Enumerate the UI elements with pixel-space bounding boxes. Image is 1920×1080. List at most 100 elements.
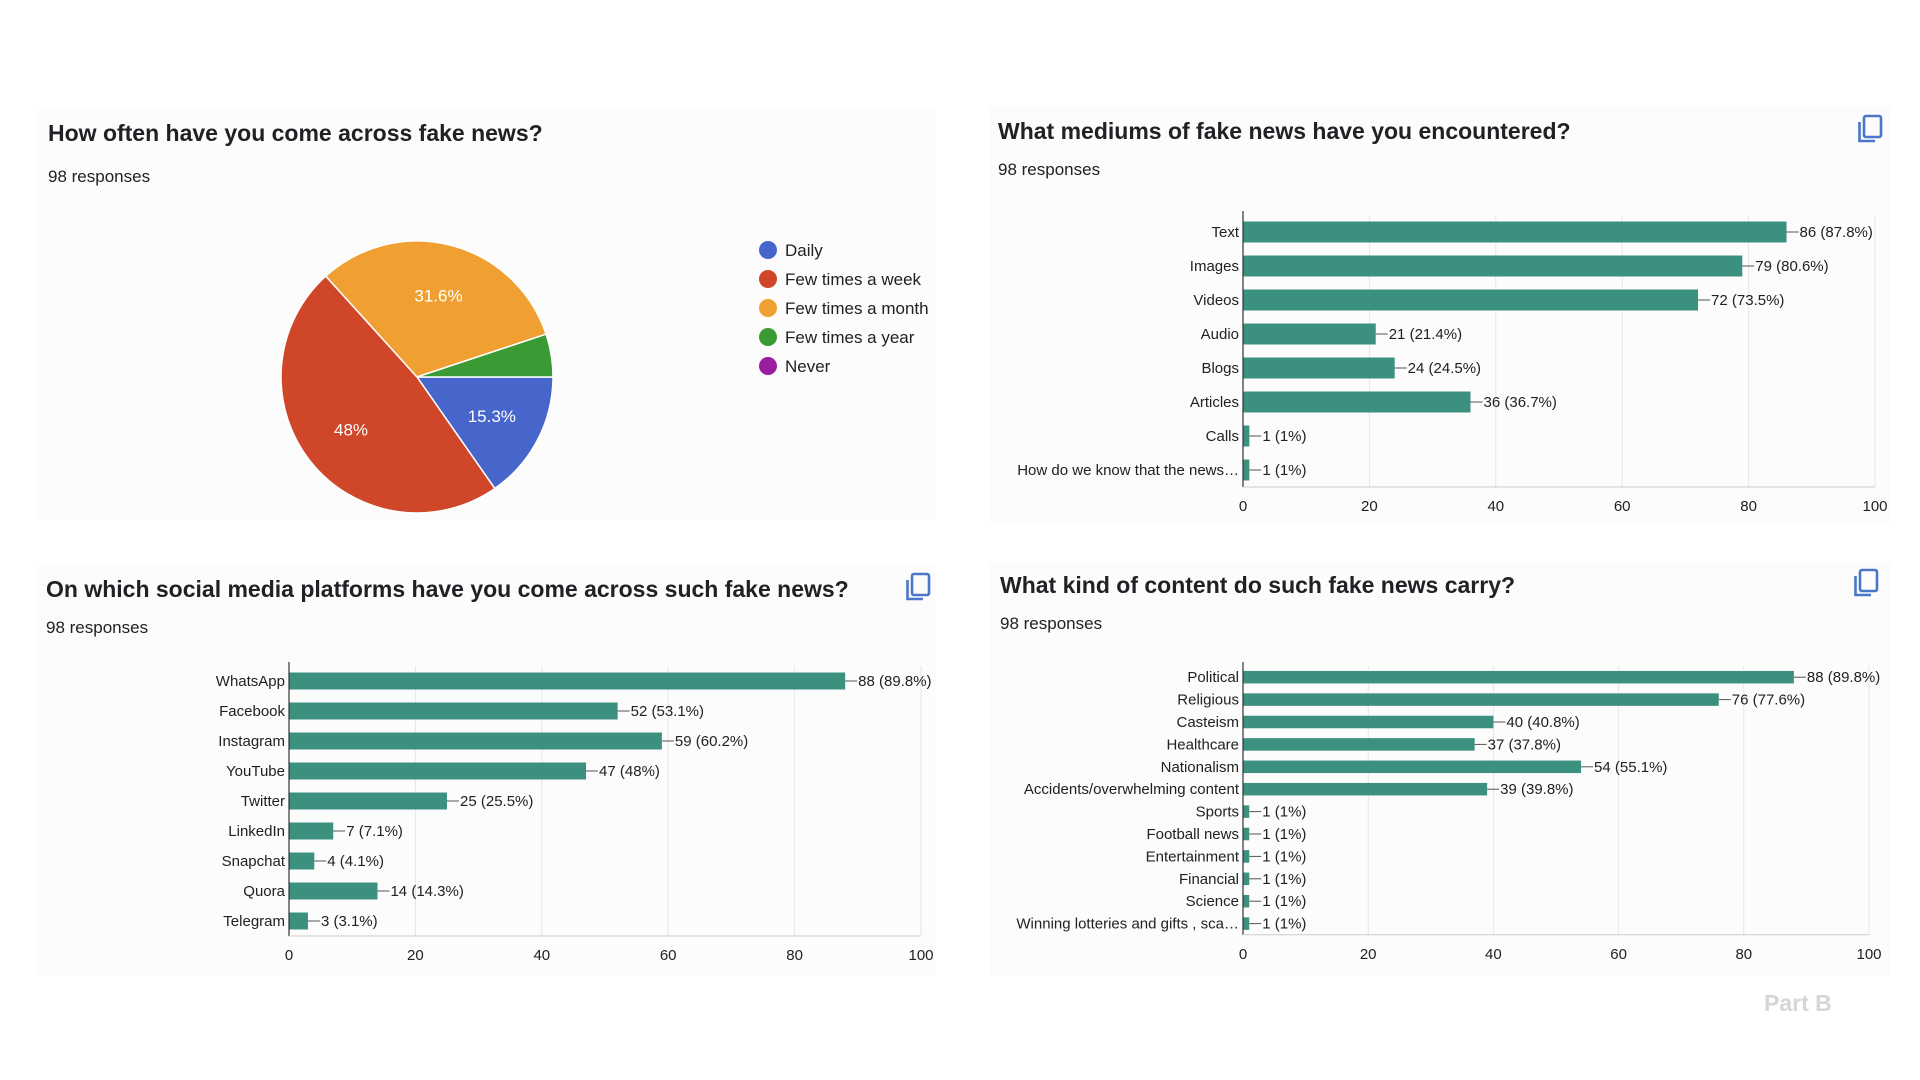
bar xyxy=(1243,827,1250,841)
legend-swatch xyxy=(759,299,777,317)
x-tick-label: 0 xyxy=(1239,498,1247,515)
data-label: 1 (1%) xyxy=(1262,871,1306,888)
category-label: Entertainment xyxy=(1146,848,1240,865)
legend-swatch xyxy=(759,270,777,288)
category-label: Videos xyxy=(1193,292,1239,309)
bar xyxy=(1243,917,1250,930)
legend-swatch xyxy=(759,328,777,346)
x-tick-label: 40 xyxy=(533,947,550,964)
x-tick-label: 60 xyxy=(1614,498,1631,515)
bar xyxy=(1243,670,1794,684)
data-label: 76 (77.6%) xyxy=(1732,692,1805,709)
data-label: 54 (55.1%) xyxy=(1594,759,1667,776)
part-label: Part B xyxy=(1764,990,1832,1016)
category-label: LinkedIn xyxy=(228,823,285,840)
data-label: 47 (48%) xyxy=(599,763,660,780)
category-label: YouTube xyxy=(226,763,285,780)
category-label: Sports xyxy=(1196,804,1239,821)
x-tick-label: 20 xyxy=(407,947,424,964)
response-count: 98 responses xyxy=(1000,614,1103,633)
x-tick-label: 60 xyxy=(660,947,677,964)
bar xyxy=(1243,872,1250,886)
bar xyxy=(1243,289,1699,311)
data-label: 39 (39.8%) xyxy=(1500,781,1573,798)
bar xyxy=(289,882,378,900)
bar xyxy=(1243,425,1250,447)
category-label: Telegram xyxy=(223,913,285,930)
bar xyxy=(289,672,846,690)
category-label: Text xyxy=(1211,224,1239,241)
bar xyxy=(1243,459,1250,481)
data-label: 1 (1%) xyxy=(1262,428,1306,445)
bar xyxy=(1243,850,1250,863)
data-label: 24 (24.5%) xyxy=(1408,360,1481,377)
bar xyxy=(1243,693,1719,706)
bar xyxy=(289,852,315,870)
mediums-bar-chart: Text 86 (87.8%) Images 79 (80.6%) Videos 72 (… xyxy=(1017,211,1888,515)
category-label: Instagram xyxy=(218,733,285,750)
x-tick-label: 100 xyxy=(1856,946,1881,963)
data-label: 79 (80.6%) xyxy=(1755,258,1828,275)
bar xyxy=(289,792,447,810)
question-title: How often have you come across fake news… xyxy=(48,120,543,146)
category-label: Facebook xyxy=(219,703,285,720)
data-label: 40 (40.8%) xyxy=(1506,714,1579,731)
copy-chart-icon[interactable] xyxy=(1852,568,1880,598)
data-label: 1 (1%) xyxy=(1262,804,1306,821)
category-label: Football news xyxy=(1146,826,1239,843)
copy-chart-icon[interactable] xyxy=(1856,114,1884,144)
x-tick-label: 80 xyxy=(786,947,803,964)
platforms-bar-chart: WhatsApp 88 (89.8%) Facebook 52 (53.1%) Inst… xyxy=(216,662,934,964)
category-label: Blogs xyxy=(1201,360,1239,377)
bar xyxy=(1243,760,1582,774)
data-label: 72 (73.5%) xyxy=(1711,292,1784,309)
data-label: 1 (1%) xyxy=(1262,848,1306,865)
slice-label: 15.3% xyxy=(468,407,516,426)
bar xyxy=(1243,221,1787,243)
data-label: 1 (1%) xyxy=(1262,462,1306,479)
pie-slice xyxy=(324,240,548,378)
category-label: Images xyxy=(1190,258,1239,275)
copy-chart-icon[interactable] xyxy=(904,572,932,602)
bar xyxy=(1243,782,1488,796)
response-count: 98 responses xyxy=(998,160,1101,179)
x-tick-label: 0 xyxy=(1239,946,1247,963)
x-tick-label: 80 xyxy=(1735,946,1752,963)
category-label: Science xyxy=(1186,893,1239,910)
bar xyxy=(289,912,308,930)
legend-label: Few times a week xyxy=(785,270,922,289)
bar xyxy=(1243,255,1743,277)
category-label: Political xyxy=(1187,669,1239,686)
data-label: 3 (3.1%) xyxy=(321,913,378,930)
x-tick-label: 20 xyxy=(1360,946,1377,963)
category-label: Financial xyxy=(1179,871,1239,888)
question-title: What mediums of fake news have you encou… xyxy=(998,118,1571,144)
data-label: 25 (25.5%) xyxy=(460,793,533,810)
category-label: Quora xyxy=(243,883,285,900)
data-label: 1 (1%) xyxy=(1262,826,1306,843)
x-tick-label: 40 xyxy=(1487,498,1504,515)
question-title: On which social media platforms have you… xyxy=(46,576,849,602)
category-label: Winning lotteries and gifts , sca… xyxy=(1016,916,1239,933)
legend-swatch xyxy=(759,357,777,375)
category-label: WhatsApp xyxy=(216,673,285,690)
category-label: Twitter xyxy=(241,793,285,810)
data-label: 86 (87.8%) xyxy=(1800,224,1873,241)
slice-label: 48% xyxy=(334,421,368,440)
data-label: 88 (89.8%) xyxy=(1807,669,1880,686)
x-tick-label: 100 xyxy=(908,947,933,964)
bar xyxy=(1243,805,1250,818)
bar xyxy=(1243,894,1250,908)
bar xyxy=(1243,715,1494,729)
panel-mediums: What mediums of fake news have you encou… xyxy=(990,106,1890,522)
category-label: Audio xyxy=(1201,326,1239,343)
pie-slice xyxy=(415,376,554,490)
category-label: Calls xyxy=(1206,428,1239,445)
slice-label: 31.6% xyxy=(414,287,462,306)
bar xyxy=(289,762,587,780)
category-label: Casteism xyxy=(1176,714,1239,731)
data-label: 52 (53.1%) xyxy=(631,703,704,720)
x-tick-label: 60 xyxy=(1610,946,1627,963)
data-label: 59 (60.2%) xyxy=(675,733,748,750)
category-label: Religious xyxy=(1177,692,1239,709)
